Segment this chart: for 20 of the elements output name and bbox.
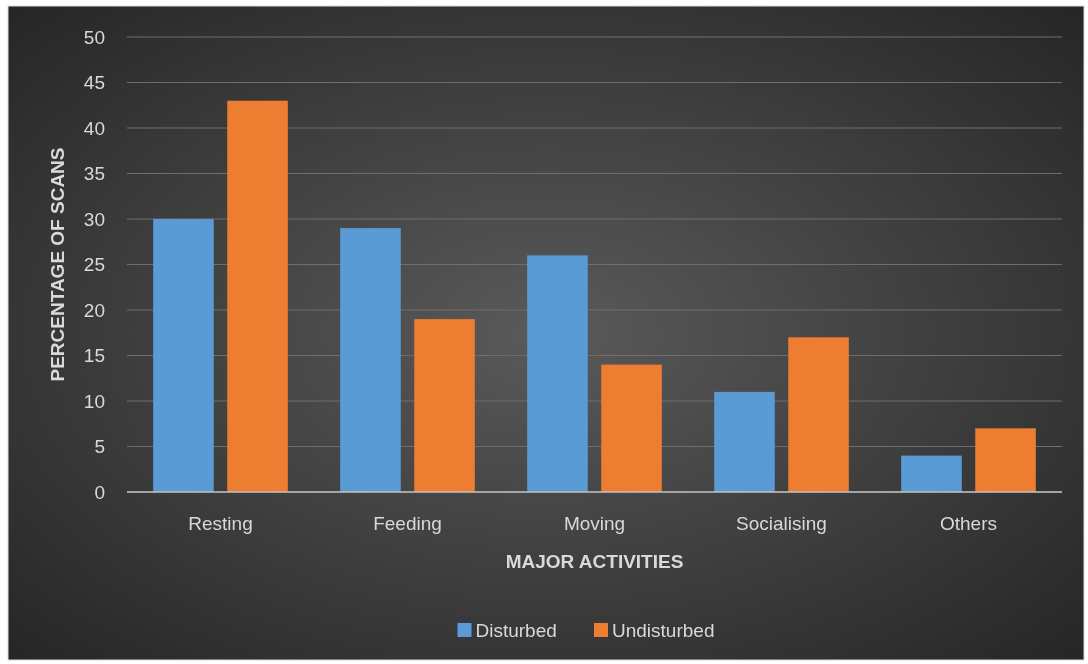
x-tick-label: Moving xyxy=(563,513,626,534)
y-tick-label: 45 xyxy=(83,72,105,94)
y-tick-label: 35 xyxy=(83,163,105,185)
x-tick-label: Others xyxy=(939,513,998,534)
y-tick-label: 30 xyxy=(83,208,105,230)
legend-label: Disturbed xyxy=(475,619,557,641)
x-tick-label: Socialising xyxy=(736,513,827,534)
y-tick-label: 40 xyxy=(83,117,105,139)
y-tick-label: 10 xyxy=(83,390,105,412)
y-tick-label: 0 xyxy=(94,481,105,503)
x-axis-title: MAJOR ACTIVITIES xyxy=(505,551,684,572)
y-tick-label: 20 xyxy=(83,299,105,321)
legend-label: Undisturbed xyxy=(612,619,715,641)
x-tick-label: Feeding xyxy=(373,513,442,534)
y-tick-label: 25 xyxy=(83,254,105,276)
y-tick-label: 15 xyxy=(83,345,105,367)
x-tick-label: Resting xyxy=(188,513,253,534)
y-tick-label: 5 xyxy=(94,436,105,458)
y-tick-label: 50 xyxy=(83,26,105,48)
y-axis-title: PERCENTAGE OF SCANS xyxy=(47,147,68,382)
